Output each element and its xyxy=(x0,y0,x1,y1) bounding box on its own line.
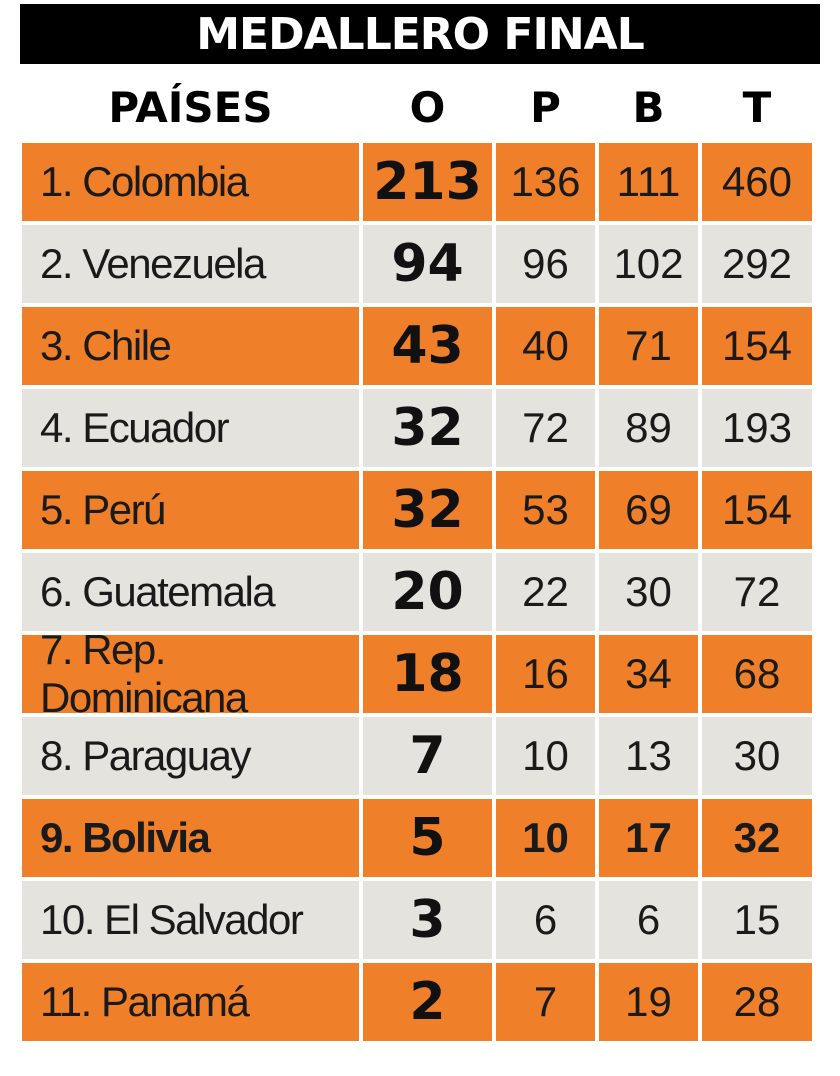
total-cell: 292 xyxy=(702,225,812,303)
gold-cell: 213 xyxy=(363,143,492,221)
bronze-cell: 17 xyxy=(599,799,698,877)
silver-cell: 22 xyxy=(496,553,595,631)
total-cell: 154 xyxy=(702,471,812,549)
country-cell: 4. Ecuador xyxy=(22,389,359,467)
bronze-cell: 13 xyxy=(599,717,698,795)
country-cell: 10. El Salvador xyxy=(22,881,359,959)
silver-cell: 10 xyxy=(496,717,595,795)
bronze-cell: 89 xyxy=(599,389,698,467)
country-cell: 8. Paraguay xyxy=(22,717,359,795)
silver-cell: 72 xyxy=(496,389,595,467)
silver-cell: 16 xyxy=(496,635,595,713)
gold-cell: 20 xyxy=(363,553,492,631)
table-row: 2. Venezuela 94 96 102 292 xyxy=(22,225,822,307)
gold-cell: 2 xyxy=(363,963,492,1041)
silver-cell: 7 xyxy=(496,963,595,1041)
silver-cell: 6 xyxy=(496,881,595,959)
gold-cell: 43 xyxy=(363,307,492,385)
total-cell: 154 xyxy=(702,307,812,385)
bronze-cell: 71 xyxy=(599,307,698,385)
table-row-highlighted: 9. Bolivia 5 10 17 32 xyxy=(22,799,822,881)
table-row: 4. Ecuador 32 72 89 193 xyxy=(22,389,822,471)
bronze-cell: 102 xyxy=(599,225,698,303)
bronze-cell: 30 xyxy=(599,553,698,631)
header-silver: P xyxy=(530,82,561,132)
total-cell: 460 xyxy=(702,143,812,221)
table-row: 3. Chile 43 40 71 154 xyxy=(22,307,822,389)
country-cell: 5. Perú xyxy=(22,471,359,549)
total-cell: 28 xyxy=(702,963,812,1041)
bronze-cell: 34 xyxy=(599,635,698,713)
silver-cell: 10 xyxy=(496,799,595,877)
country-cell: 1. Colombia xyxy=(22,143,359,221)
table-row: 7. Rep. Dominicana 18 16 34 68 xyxy=(22,626,822,721)
silver-cell: 96 xyxy=(496,225,595,303)
total-cell: 68 xyxy=(702,635,812,713)
table-row: 8. Paraguay 7 10 13 30 xyxy=(22,717,822,799)
total-cell: 15 xyxy=(702,881,812,959)
bronze-cell: 19 xyxy=(599,963,698,1041)
table-row: 5. Perú 32 53 69 154 xyxy=(22,471,822,553)
table-row: 10. El Salvador 3 6 6 15 xyxy=(22,881,822,963)
bronze-cell: 69 xyxy=(599,471,698,549)
table-row: 6. Guatemala 20 22 30 72 xyxy=(22,553,822,635)
silver-cell: 53 xyxy=(496,471,595,549)
gold-cell: 94 xyxy=(363,225,492,303)
header-bronze: B xyxy=(632,82,665,132)
total-cell: 30 xyxy=(702,717,812,795)
country-cell: 2. Venezuela xyxy=(22,225,359,303)
country-cell: 7. Rep. Dominicana xyxy=(22,626,359,721)
table-row: 11. Panamá 2 7 19 28 xyxy=(22,963,822,1045)
table-title: MEDALLERO FINAL xyxy=(20,4,820,64)
gold-cell: 5 xyxy=(363,799,492,877)
gold-cell: 32 xyxy=(363,389,492,467)
gold-cell: 32 xyxy=(363,471,492,549)
header-total: T xyxy=(742,82,772,132)
country-cell: 6. Guatemala xyxy=(22,553,359,631)
total-cell: 32 xyxy=(702,799,812,877)
gold-cell: 18 xyxy=(363,635,492,713)
bronze-cell: 6 xyxy=(599,881,698,959)
header-gold: O xyxy=(409,82,446,132)
country-cell: 3. Chile xyxy=(22,307,359,385)
gold-cell: 7 xyxy=(363,717,492,795)
country-cell: 11. Panamá xyxy=(22,963,359,1041)
total-cell: 193 xyxy=(702,389,812,467)
gold-cell: 3 xyxy=(363,881,492,959)
total-cell: 72 xyxy=(702,553,812,631)
header-countries: PAÍSES xyxy=(108,82,273,132)
country-cell: 9. Bolivia xyxy=(22,799,359,877)
silver-cell: 40 xyxy=(496,307,595,385)
table-row: 1. Colombia 213 136 111 460 xyxy=(22,143,822,225)
bronze-cell: 111 xyxy=(599,143,698,221)
silver-cell: 136 xyxy=(496,143,595,221)
medal-table: 1. Colombia 213 136 111 460 2. Venezuela… xyxy=(22,143,822,1045)
